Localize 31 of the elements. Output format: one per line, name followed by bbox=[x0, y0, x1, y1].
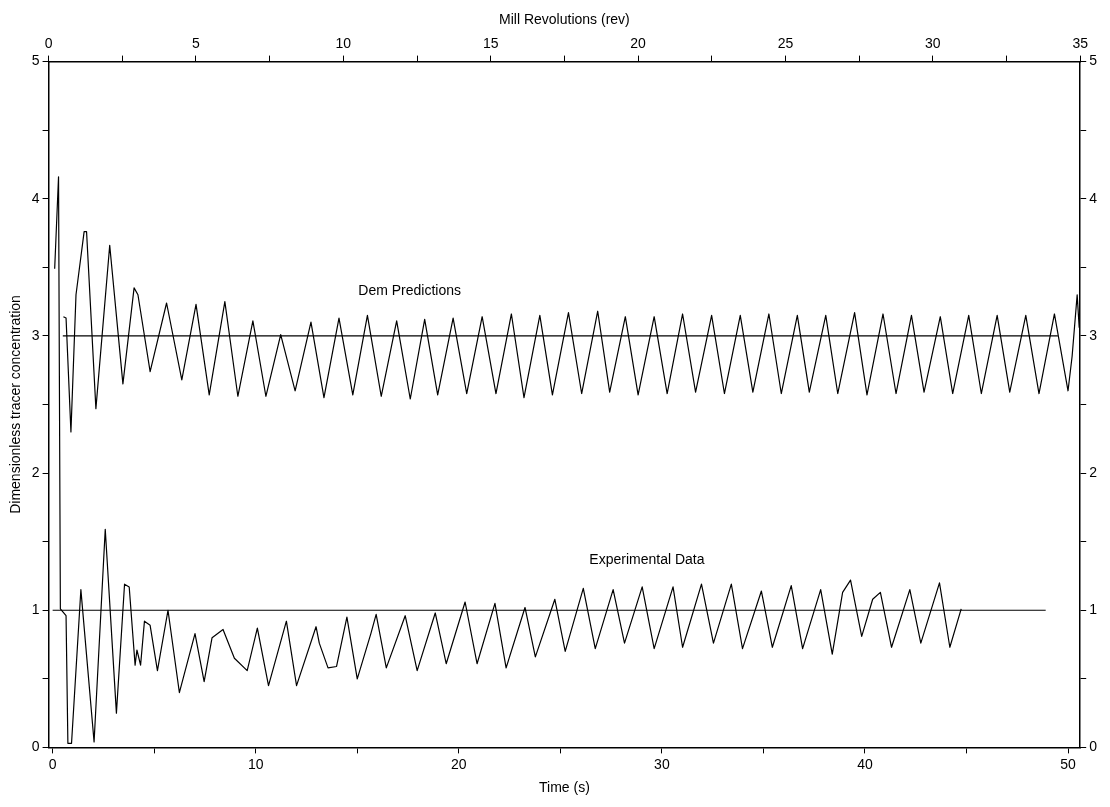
y2-tick-label: 1 bbox=[1089, 601, 1098, 618]
x2-tick-label: 0 bbox=[44, 35, 53, 52]
x2-tick-label: 35 bbox=[1072, 35, 1089, 52]
x-tick-label: 0 bbox=[48, 755, 57, 772]
series-label: Dem Predictions bbox=[358, 282, 462, 299]
y2-tick-label: 0 bbox=[1089, 738, 1098, 755]
x2-tick-label: 5 bbox=[192, 35, 201, 52]
series-label: Experimental Data bbox=[589, 551, 705, 568]
x-tick-label: 10 bbox=[247, 755, 264, 772]
y-tick-label: 0 bbox=[31, 738, 40, 755]
y2-tick-label: 3 bbox=[1089, 326, 1098, 343]
x-tick-label: 30 bbox=[654, 755, 670, 772]
y-axis-title: Dimensionless tracer concentration bbox=[7, 295, 24, 514]
y-tick-label: 1 bbox=[31, 601, 40, 618]
y-tick-label: 3 bbox=[31, 326, 40, 343]
x-tick-label: 40 bbox=[857, 755, 873, 772]
y-tick-label: 4 bbox=[31, 189, 40, 206]
y2-tick-label: 5 bbox=[1089, 52, 1098, 69]
x2-tick-label: 20 bbox=[630, 35, 647, 52]
x2-axis-title: Mill Revolutions (rev) bbox=[499, 11, 630, 28]
x-tick-label: 50 bbox=[1060, 755, 1077, 772]
x2-tick-label: 30 bbox=[925, 35, 941, 52]
x-axis-title: Time (s) bbox=[538, 779, 590, 796]
x2-tick-label: 10 bbox=[335, 35, 352, 52]
y-tick-label: 5 bbox=[31, 52, 40, 69]
y2-tick-label: 4 bbox=[1089, 189, 1098, 206]
x2-tick-label: 25 bbox=[777, 35, 794, 52]
y-tick-label: 2 bbox=[31, 463, 40, 480]
x2-tick-label: 15 bbox=[482, 35, 499, 52]
y2-tick-label: 2 bbox=[1089, 463, 1098, 480]
x-tick-label: 20 bbox=[451, 755, 467, 772]
